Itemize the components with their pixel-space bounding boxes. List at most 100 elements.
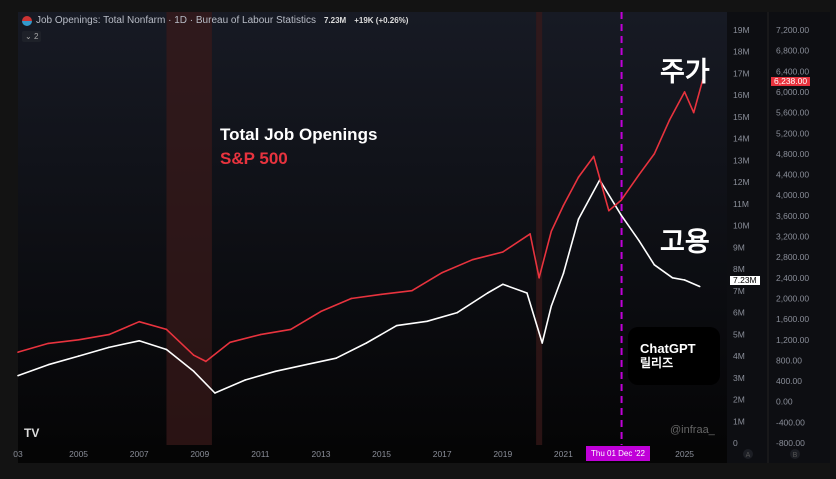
right-axis-tick: 3,200.00: [776, 232, 809, 242]
jobs-point: [214, 392, 216, 394]
watermark: @infraa_: [670, 424, 715, 436]
sp500-point: [47, 342, 50, 345]
crosshair-date-label: Thu 01 Dec '22: [586, 446, 651, 461]
sp500-point: [638, 173, 640, 176]
left-axis-tick: 2M: [733, 395, 745, 405]
jobs-point: [165, 348, 168, 351]
left-axis-tick: 18M: [733, 47, 750, 57]
sp500-price-label: 6,238.00: [771, 77, 811, 86]
right-axis-tick: 4,000.00: [776, 190, 809, 200]
left-axis-tick: 19M: [733, 25, 750, 35]
sp500-point: [550, 230, 553, 233]
sp500-point: [501, 251, 504, 253]
sp500-point: [592, 155, 595, 158]
right-axis-tick: 6,800.00: [776, 46, 809, 56]
axis-button: [743, 449, 753, 459]
jobs-point: [550, 305, 553, 307]
left-axis-tick: 11M: [733, 199, 749, 209]
x-axis-tick: 2021: [554, 449, 573, 459]
left-axis-tick: 10M: [733, 221, 750, 231]
jobs-point: [698, 285, 701, 288]
x-axis-tick: 2007: [130, 449, 149, 459]
sp500-point: [320, 310, 322, 313]
jobs-point: [562, 272, 565, 275]
stock-annotation: 주가: [660, 57, 710, 87]
x-axis-tick: 2011: [251, 449, 270, 459]
axis-button-label: B: [793, 452, 798, 459]
left-axis-tick: 15M: [733, 112, 750, 122]
jobs-point: [456, 311, 459, 314]
jobs-point: [335, 357, 337, 360]
right-axis-tick: -800.00: [776, 438, 805, 448]
left-axis-tick: 1M: [733, 416, 745, 426]
left-axis-tick: 0: [733, 438, 738, 448]
jobs-point: [638, 240, 640, 242]
us-flag-icon: [22, 15, 32, 26]
sp500-point: [17, 351, 19, 353]
sp500-point: [529, 233, 531, 235]
jobs-point: [577, 218, 580, 220]
x-axis-tick: 2025: [675, 449, 694, 459]
jobs-point: [671, 277, 674, 279]
left-axis-tick: 12M: [733, 177, 750, 187]
left-axis-tick: 3M: [733, 373, 745, 383]
jobs-point: [274, 370, 277, 373]
left-axis-tick: 7M: [733, 286, 745, 296]
jobs-point: [620, 213, 622, 216]
sp500-point: [411, 289, 413, 292]
jobs-point: [192, 370, 195, 373]
sp500-point: [577, 176, 580, 178]
sp500-point: [701, 78, 704, 81]
right-axis-tick: 6,400.00: [776, 66, 809, 76]
jobs-price-label: 7.23M: [730, 276, 760, 285]
recession-band: [166, 12, 212, 445]
left-axis-tick: 4M: [733, 351, 745, 361]
jobs-point: [244, 379, 247, 381]
right-axis-tick: 6,000.00: [776, 87, 809, 97]
jobs-point: [305, 363, 307, 366]
x-axis-tick: 03: [13, 449, 23, 459]
sp500-point: [108, 333, 110, 336]
sp500-point: [562, 204, 565, 207]
sp500-point: [259, 333, 262, 336]
legend-jobs: Total Job Openings: [220, 125, 378, 144]
legend-sp500: S&P 500: [220, 149, 288, 168]
jobs-line: [17, 179, 701, 394]
jobs-point: [653, 263, 656, 266]
axis-button: [790, 449, 800, 459]
jobs-point: [486, 292, 489, 294]
series-value: 7.23M: [323, 16, 347, 25]
sp500-point: [471, 258, 474, 261]
sp500-point: [653, 153, 656, 155]
right-axis-tick: 0.00: [776, 397, 793, 407]
right-axis-tick: -400.00: [776, 417, 805, 427]
right-axis-tick: 2,400.00: [776, 273, 809, 283]
right-axis-tick: 800.00: [776, 355, 802, 365]
jobs-point: [138, 340, 140, 342]
sp500-point: [692, 111, 695, 114]
jobs-point: [77, 355, 80, 357]
sp500-line: [17, 79, 704, 363]
sp500-point: [205, 360, 207, 363]
time-axis-area: [18, 445, 727, 463]
left-axis-tick: 5M: [733, 329, 745, 339]
x-axis-tick: 2019: [493, 449, 512, 459]
right-axis-tick: 1,200.00: [776, 335, 809, 345]
right-axis-tick: 5,200.00: [776, 128, 809, 138]
left-axis-tick: 8M: [733, 264, 745, 274]
left-axis-tick: 13M: [733, 155, 750, 165]
right-axis-tick: 400.00: [776, 376, 802, 386]
sp500-point: [441, 271, 443, 274]
sp500-point: [620, 199, 622, 202]
sp500-point: [608, 209, 610, 212]
jobs-point: [683, 279, 686, 281]
sp500-point: [229, 341, 231, 344]
x-axis-tick: 2015: [372, 449, 391, 459]
right-axis-tick: 3,600.00: [776, 211, 809, 221]
left-axis-tick: 9M: [733, 242, 745, 252]
collapse-indicators-button[interactable]: ⌄ 2: [22, 31, 42, 42]
sp500-point: [380, 293, 383, 296]
right-axis-tick: 2,000.00: [776, 293, 809, 303]
sp500-point: [289, 328, 292, 331]
